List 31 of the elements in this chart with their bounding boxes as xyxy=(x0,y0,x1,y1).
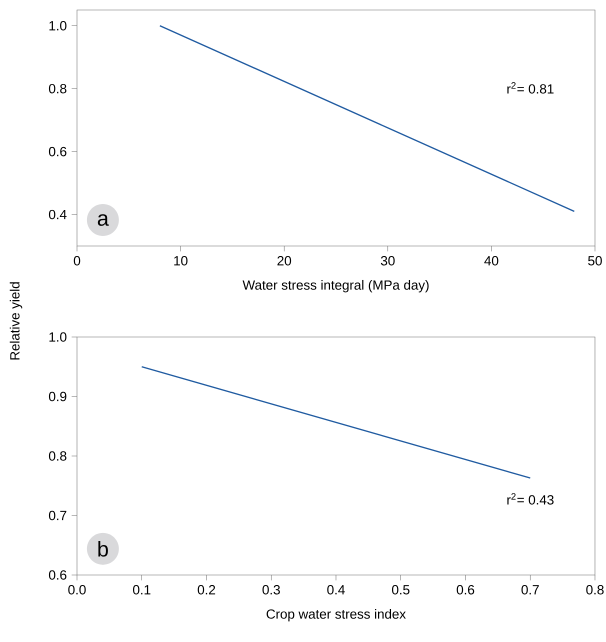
x-tick-label: 0.8 xyxy=(586,585,604,594)
annotation: r$^{2}$= 0.81 xyxy=(507,82,554,94)
x-axis-title: Water stress integral (MPa day) xyxy=(242,280,429,292)
x-tick-label: 0.2 xyxy=(198,585,216,594)
x-tick-label: 0.7 xyxy=(521,585,539,594)
y-tick-label: 1.0 xyxy=(49,332,66,342)
y-tick-label: 0.6 xyxy=(48,146,66,156)
x-tick-label: 20 xyxy=(277,256,292,266)
annotation: b xyxy=(98,540,108,557)
x-tick-label: 30 xyxy=(380,256,395,266)
y-tick-label: 0.7 xyxy=(48,510,66,520)
x-tick-label: 50 xyxy=(588,256,602,266)
x-tick-label: 0.6 xyxy=(456,585,474,594)
x-tick-label: 0.1 xyxy=(133,585,150,594)
x-tick-label: 40 xyxy=(484,256,498,266)
annotation: a xyxy=(98,214,109,226)
annotation: r$^{2}$= 0.43 xyxy=(507,493,554,505)
x-tick-label: 0.0 xyxy=(68,585,86,594)
x-tick-label: 0 xyxy=(74,256,80,266)
x-tick-label: 0.5 xyxy=(392,585,410,594)
x-tick-label: 0.3 xyxy=(262,585,280,594)
y-tick-label: 0.8 xyxy=(48,451,66,461)
y-tick-label: 1.0 xyxy=(49,21,66,30)
y-tick-label: 0.4 xyxy=(48,210,67,220)
y-tick-label: 0.9 xyxy=(48,392,66,402)
x-tick-label: 10 xyxy=(174,256,188,266)
x-axis-title: Crop water stress index xyxy=(266,608,406,622)
y-tick-label: 0.8 xyxy=(48,84,66,94)
y-tick-label: 0.6 xyxy=(48,570,66,580)
x-tick-label: 0.4 xyxy=(327,585,345,594)
y-axis-title: Relative yield xyxy=(10,282,22,360)
